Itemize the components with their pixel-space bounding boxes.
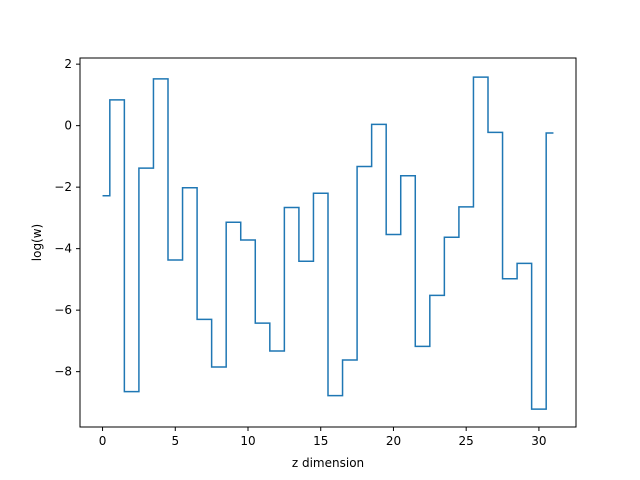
y-tick-label--4: −4 bbox=[54, 242, 72, 256]
series-layer bbox=[102, 76, 554, 410]
plot-frame bbox=[79, 57, 577, 428]
x-axis: 0 5 10 15 20 25 30 bbox=[99, 427, 547, 448]
x-axis-label: z dimension bbox=[292, 456, 364, 470]
y-tick-label--2: −2 bbox=[54, 180, 72, 194]
y-axis-label: log(w) bbox=[30, 224, 44, 261]
y-tick-label--6: −6 bbox=[54, 303, 72, 317]
x-tick-label-0: 0 bbox=[99, 434, 107, 448]
y-tick-label--8: −8 bbox=[54, 365, 72, 379]
y-tick-label-0: 0 bbox=[64, 119, 72, 133]
x-tick-label-5: 5 bbox=[171, 434, 179, 448]
series-0-line bbox=[102, 76, 554, 410]
x-tick-label-10: 10 bbox=[240, 434, 255, 448]
x-tick-label-15: 15 bbox=[313, 434, 328, 448]
x-tick-label-20: 20 bbox=[386, 434, 401, 448]
x-tick-label-25: 25 bbox=[459, 434, 474, 448]
y-tick-label-2: 2 bbox=[64, 57, 72, 71]
y-axis: 2 0 −2 −4 −6 −8 bbox=[54, 57, 80, 379]
x-tick-label-30: 30 bbox=[531, 434, 546, 448]
